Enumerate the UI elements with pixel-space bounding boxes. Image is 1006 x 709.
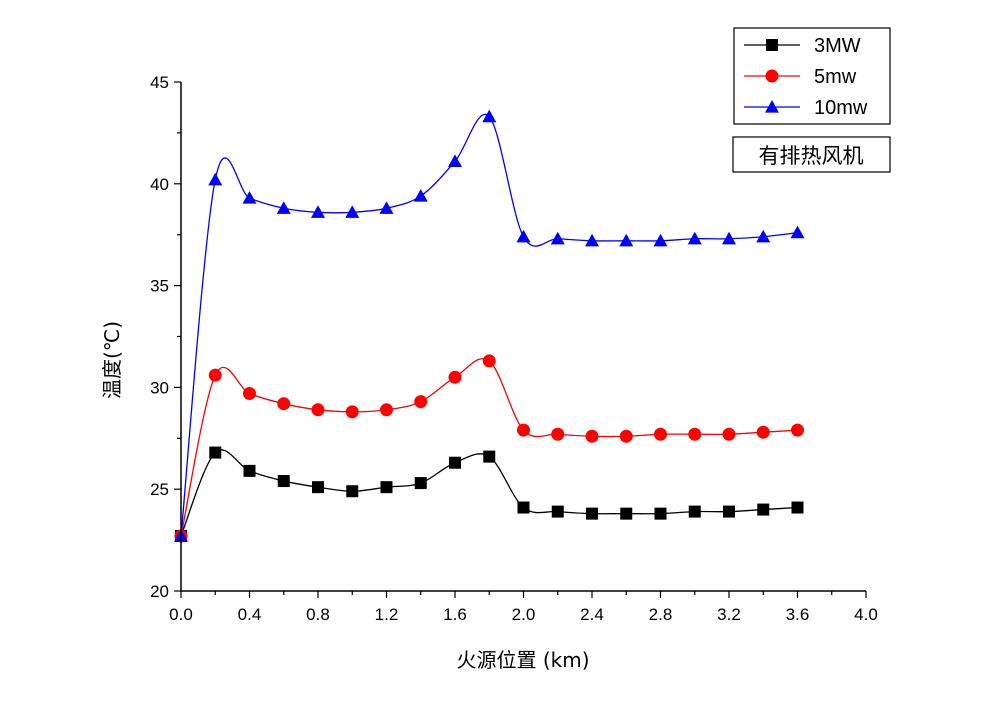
data-point-10mw [756,229,771,243]
data-point-3MW [688,505,701,518]
data-point-5mw [756,425,770,439]
data-point-3MW [723,505,735,518]
data-point-10mw [276,201,291,214]
data-point-10mw [653,233,668,247]
x-tick-label: 1.2 [375,605,399,624]
data-point-3MW [277,475,290,488]
data-point-3MW [791,501,804,514]
legend-marker-3MW [766,39,778,51]
data-point-5mw [585,429,599,443]
legend: 3MW 5mw 10mw [733,27,891,125]
axes-layer: 0.0 0.4 0.8 1.2 1.6 2.0 2.4 2.8 3.2 3.6 4.0 20 25 30 3… [150,73,878,624]
data-point-10mw [585,233,599,247]
x-tick-label: 3.6 [786,605,810,624]
y-tick-label: 20 [150,582,169,601]
data-point-5mw [688,427,702,441]
data-point-5mw [208,368,222,382]
data-point-3MW [517,501,530,514]
legend-label-3MW: 3MW [814,35,861,57]
legend-label-10mw: 10mw [814,97,868,119]
data-point-10mw [448,154,462,168]
x-tick-label: 2.4 [580,605,604,624]
x-tick-label: 0.0 [169,605,193,624]
data-point-5mw [277,397,291,411]
y-tick-label: 40 [150,175,169,194]
annotation-box: 有排热风机 [732,136,891,173]
x-tick-label: 0.8 [306,605,330,624]
series-5mw [174,354,804,543]
legend-label-5mw: 5mw [814,66,857,88]
data-point-3MW [449,456,461,469]
data-point-10mw [550,231,565,245]
data-point-5mw [791,423,804,437]
data-point-5mw [619,429,633,443]
series-line-10mw [180,113,798,537]
x-tick-label: 2.0 [512,605,536,624]
data-point-3MW [757,503,770,516]
data-point-5mw [722,427,736,441]
y-tick-label: 45 [150,73,169,92]
series-line-3MW [180,449,798,537]
data-point-5mw [551,427,565,441]
data-point-3MW [654,507,667,520]
data-point-5mw [243,387,256,401]
legend-marker-10mw [765,100,779,113]
y-tick-label: 25 [150,480,169,499]
series-3MW [175,446,804,543]
data-point-10mw [619,233,634,247]
data-point-5mw [448,370,462,384]
data-point-3MW [551,505,564,518]
data-point-10mw [413,189,428,202]
x-tick-label: 1.6 [443,605,467,624]
data-point-10mw [722,231,736,245]
data-point-5mw [345,405,359,419]
data-point-5mw [654,427,667,441]
data-point-3MW [620,507,633,520]
data-point-3MW [380,481,393,494]
data-point-3MW [243,464,256,477]
data-point-3MW [586,507,598,520]
legend-marker-5mw [765,69,779,83]
data-point-3MW [312,481,324,494]
x-axis-title: 火源位置 (km) [456,648,589,672]
data-point-10mw [345,205,360,218]
data-point-3MW [346,485,359,498]
series-line-5mw [180,358,798,537]
annotation-frame [732,136,891,173]
annotation-text: 有排热风机 [759,144,864,168]
data-point-3MW [483,450,496,463]
series-layer [174,109,805,543]
data-point-10mw [208,172,223,186]
data-point-10mw [687,231,702,245]
x-tick-label: 4.0 [854,605,878,624]
x-tick-label: 3.2 [717,605,741,624]
data-point-5mw [482,354,496,368]
data-point-10mw [242,191,257,204]
data-point-10mw [379,201,394,214]
y-tick-label: 35 [150,277,169,296]
data-point-10mw [482,109,497,123]
data-point-10mw [311,205,325,218]
x-tick-label: 0.4 [238,605,262,624]
data-point-10mw [516,229,531,243]
y-tick-label: 30 [150,378,169,397]
data-point-3MW [414,477,427,490]
data-point-5mw [311,403,325,417]
data-point-3MW [209,446,222,459]
data-point-10mw [790,225,805,239]
data-point-5mw [414,395,428,409]
series-10mw [174,109,805,542]
y-axis-title: 温度(℃) [100,321,124,399]
x-tick-label: 2.8 [649,605,673,624]
data-point-5mw [380,403,393,417]
data-point-5mw [517,423,530,437]
